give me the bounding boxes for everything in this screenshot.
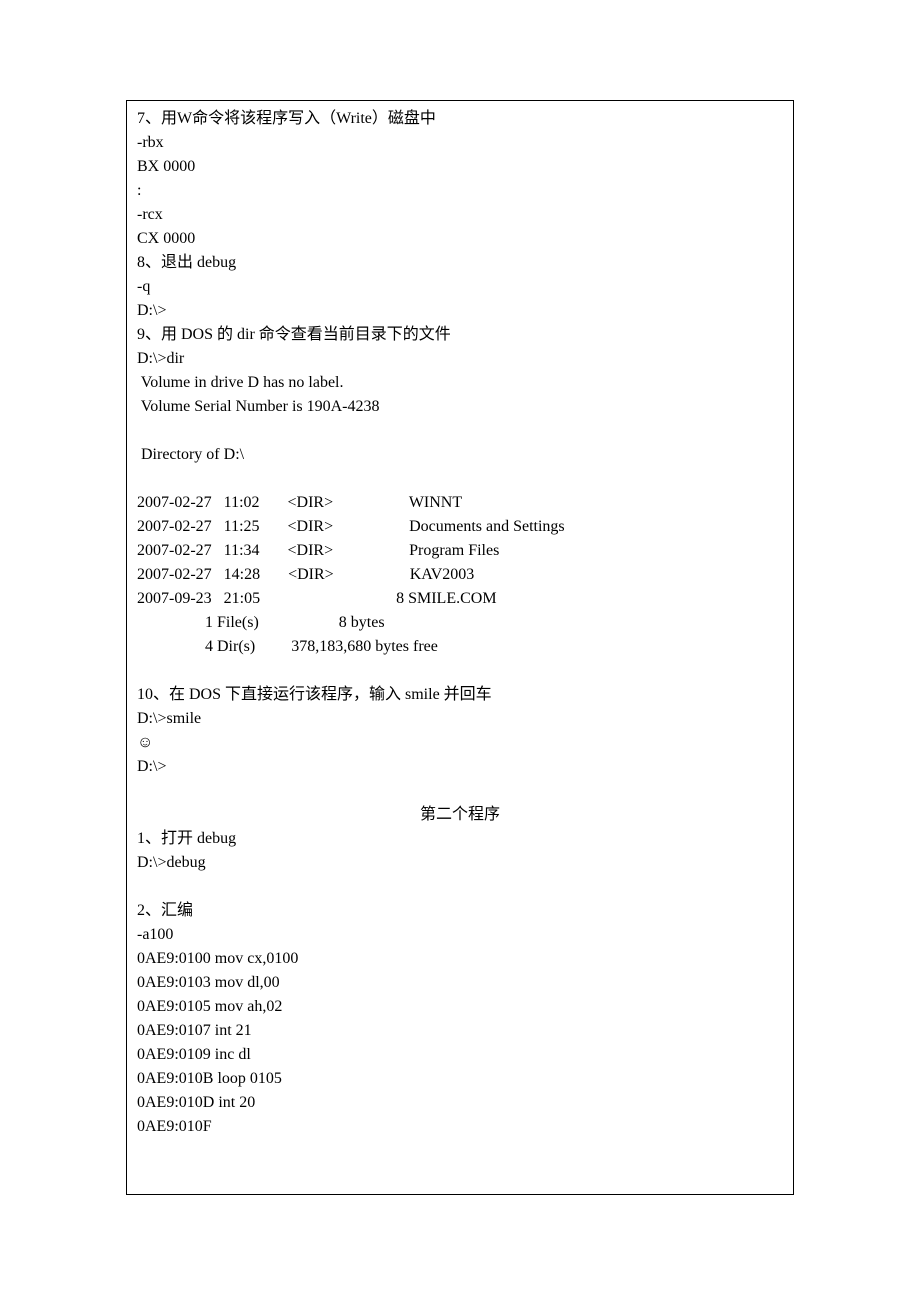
sec10-l1: D:\>smile xyxy=(137,707,783,731)
p2-l9: 0AE9:010F xyxy=(137,1115,783,1139)
sec8-title: 8、退出 debug xyxy=(137,251,783,275)
dir-summary-files: 1 File(s) 8 bytes xyxy=(137,611,783,635)
blank-line xyxy=(137,467,783,491)
sec10-title: 10、在 DOS 下直接运行该程序，输入 smile 并回车 xyxy=(137,683,783,707)
dir-row: 2007-02-27 11:34 <DIR> Program Files xyxy=(137,539,783,563)
sec9-l4: Directory of D:\ xyxy=(137,443,783,467)
page: 7、用W命令将该程序写入（Write）磁盘中 -rbx BX 0000 : -r… xyxy=(0,0,920,1302)
blank-line xyxy=(137,659,783,683)
document-frame: 7、用W命令将该程序写入（Write）磁盘中 -rbx BX 0000 : -r… xyxy=(126,100,794,1195)
sec7-l5: CX 0000 xyxy=(137,227,783,251)
sec7-l1: -rbx xyxy=(137,131,783,155)
p2-l2: 0AE9:0100 mov cx,0100 xyxy=(137,947,783,971)
dir-listing: 2007-02-27 11:02 <DIR> WINNT2007-02-27 1… xyxy=(137,491,783,611)
dir-summary-dirs: 4 Dir(s) 378,183,680 bytes free xyxy=(137,635,783,659)
sec8-l1: -q xyxy=(137,275,783,299)
blank-line xyxy=(137,779,783,803)
sec9-l1: D:\>dir xyxy=(137,347,783,371)
dir-row: 2007-02-27 11:25 <DIR> Documents and Set… xyxy=(137,515,783,539)
sec7-l4: -rcx xyxy=(137,203,783,227)
blank-line xyxy=(137,875,783,899)
p2-l4: 0AE9:0105 mov ah,02 xyxy=(137,995,783,1019)
sec7-l3: : xyxy=(137,179,783,203)
dir-row: 2007-09-23 21:05 8 SMILE.COM xyxy=(137,587,783,611)
sec9-l2: Volume in drive D has no label. xyxy=(137,371,783,395)
sec10-l2: ☺ xyxy=(137,731,783,755)
p1-title: 1、打开 debug xyxy=(137,827,783,851)
p2-title: 2、汇编 xyxy=(137,899,783,923)
sec9-title: 9、用 DOS 的 dir 命令查看当前目录下的文件 xyxy=(137,323,783,347)
prog2-title: 第二个程序 xyxy=(137,803,783,827)
p2-l8: 0AE9:010D int 20 xyxy=(137,1091,783,1115)
blank-line xyxy=(137,419,783,443)
p2-l7: 0AE9:010B loop 0105 xyxy=(137,1067,783,1091)
sec8-l2: D:\> xyxy=(137,299,783,323)
p1-l1: D:\>debug xyxy=(137,851,783,875)
p2-l1: -a100 xyxy=(137,923,783,947)
dir-row: 2007-02-27 11:02 <DIR> WINNT xyxy=(137,491,783,515)
sec7-title: 7、用W命令将该程序写入（Write）磁盘中 xyxy=(137,107,783,131)
p2-l5: 0AE9:0107 int 21 xyxy=(137,1019,783,1043)
sec9-l3: Volume Serial Number is 190A-4238 xyxy=(137,395,783,419)
p2-l3: 0AE9:0103 mov dl,00 xyxy=(137,971,783,995)
p2-l6: 0AE9:0109 inc dl xyxy=(137,1043,783,1067)
sec10-l3: D:\> xyxy=(137,755,783,779)
dir-row: 2007-02-27 14:28 <DIR> KAV2003 xyxy=(137,563,783,587)
sec7-l2: BX 0000 xyxy=(137,155,783,179)
